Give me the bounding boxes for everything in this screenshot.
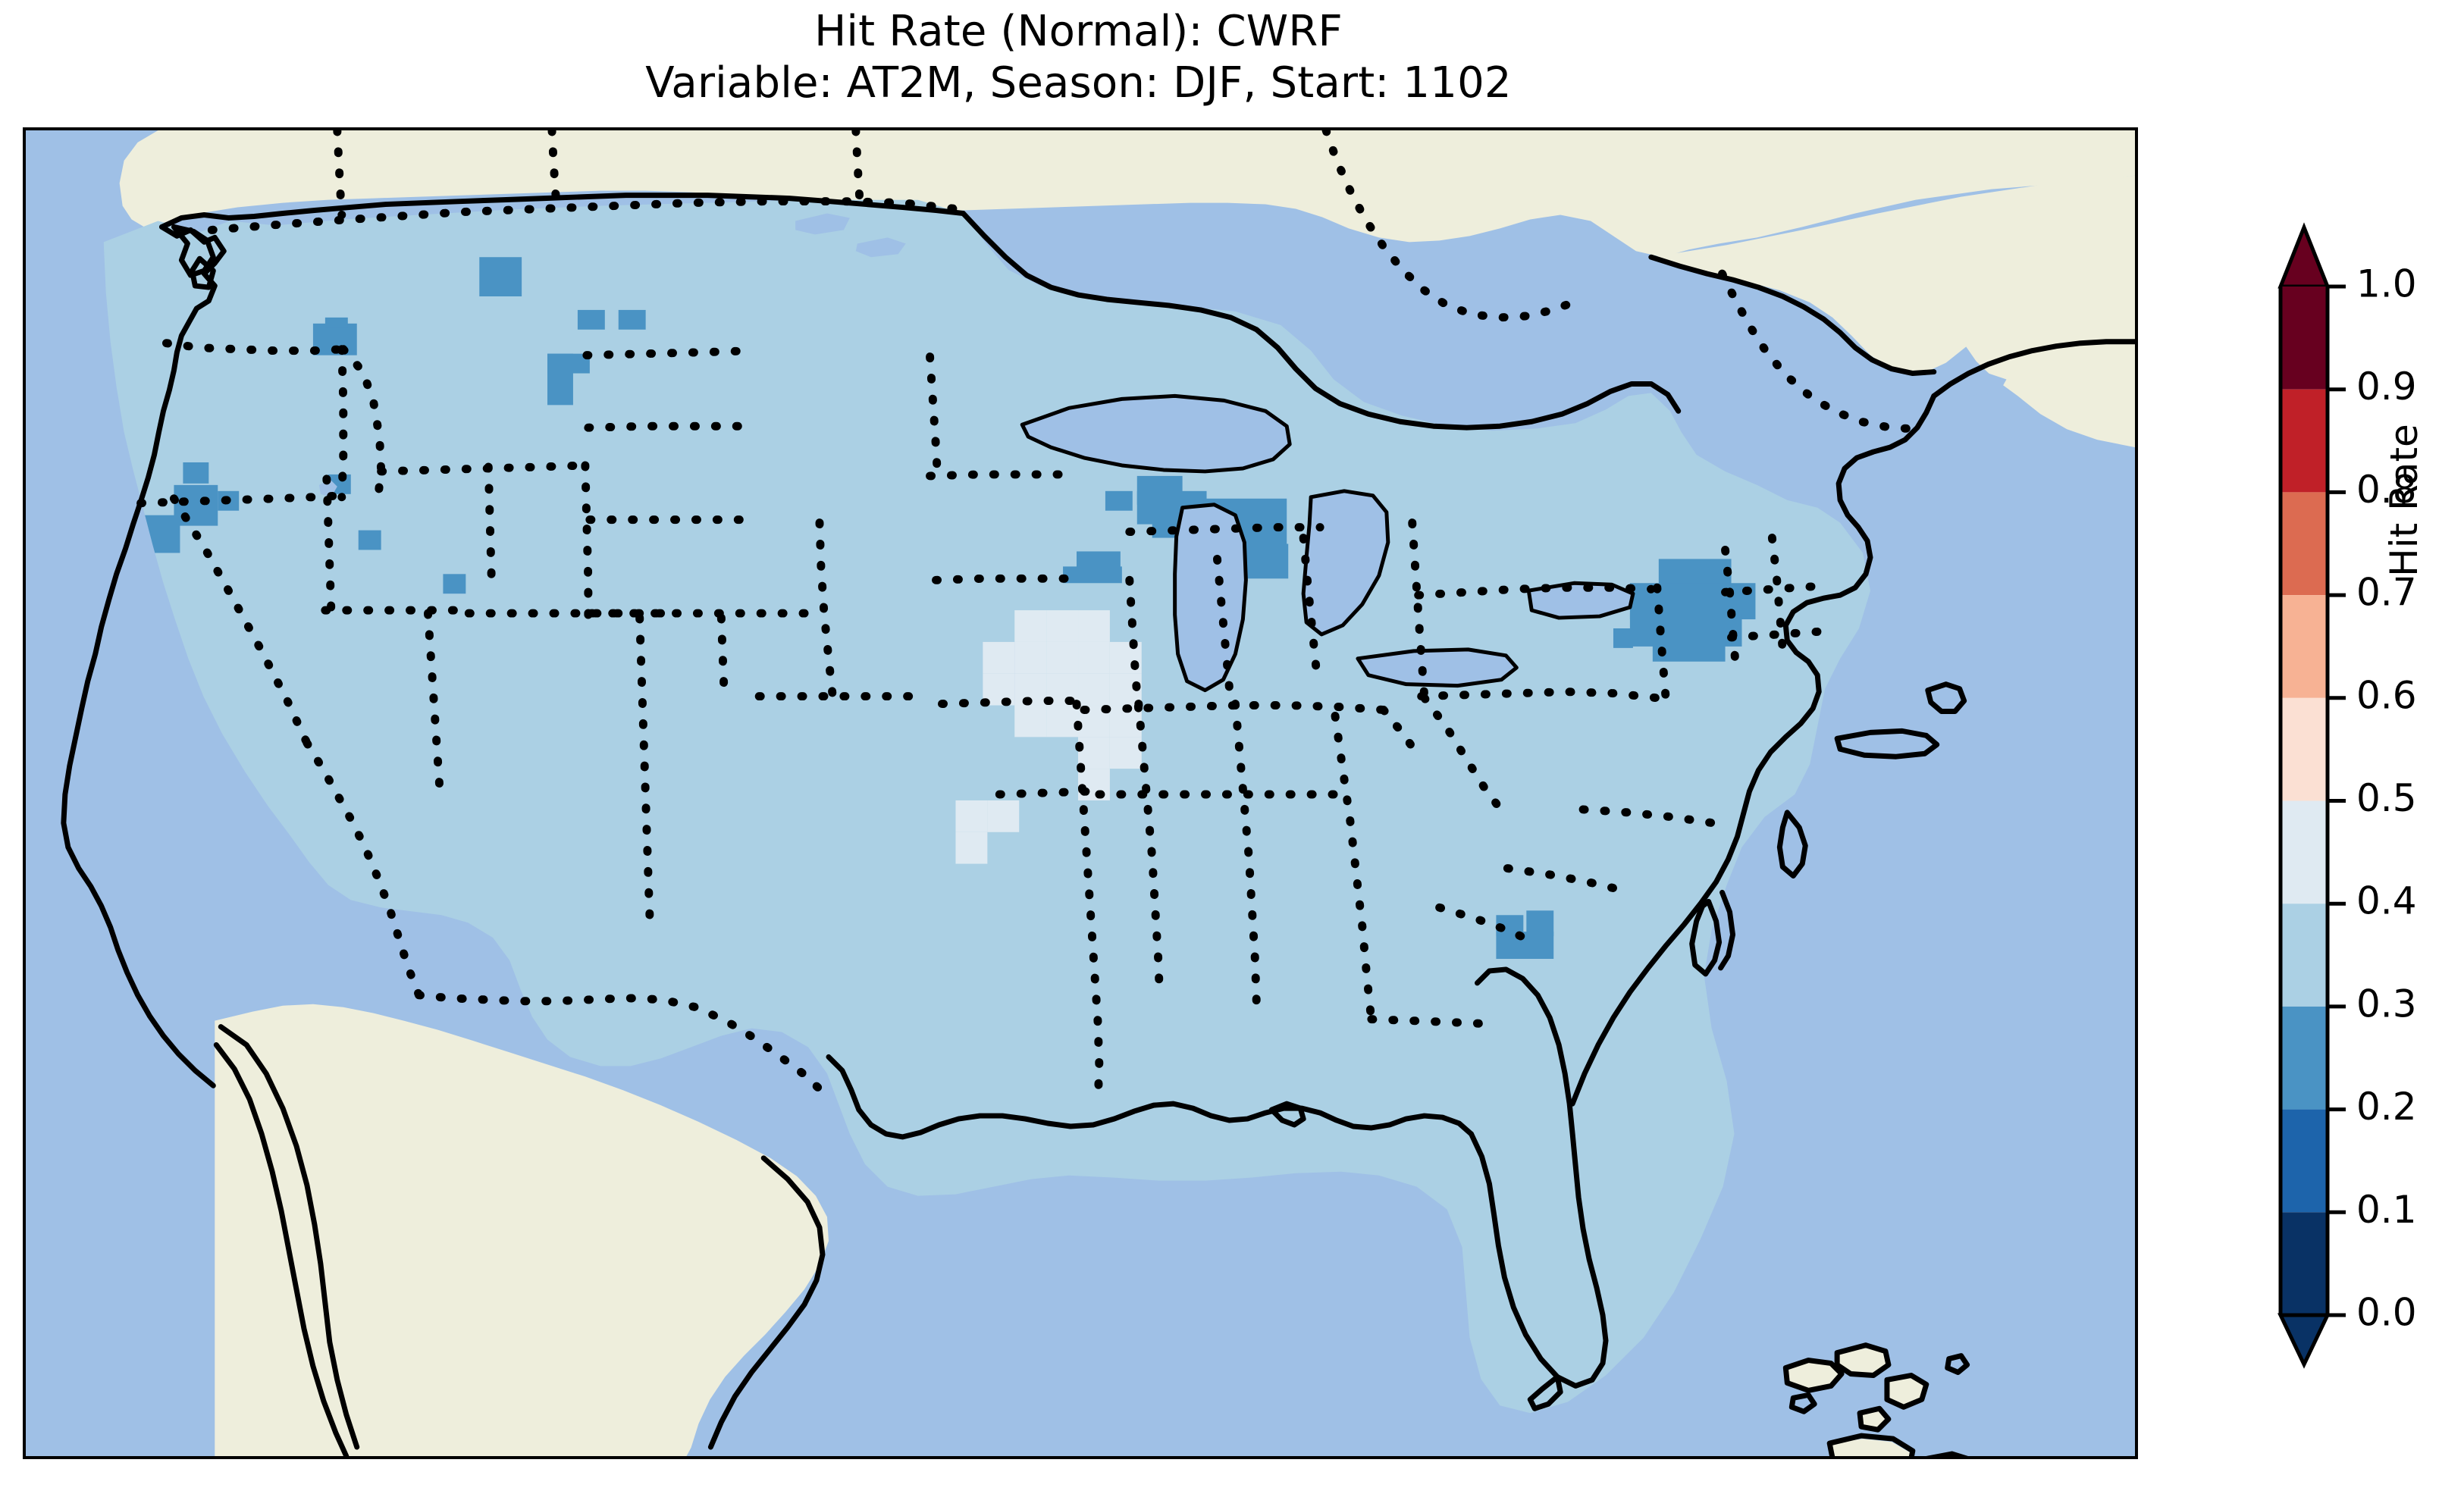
cb-label-0.9: 0.9 xyxy=(2356,365,2417,409)
map-canvas xyxy=(61,130,2135,1456)
colorbar-tick-labels: 1.0 0.9 0.8 0.7 0.6 0.5 0.4 0.3 0.2 0.1 … xyxy=(2356,262,2417,1335)
map-plot-area xyxy=(23,127,2138,1459)
colorbar-axis-label: Hit Rate xyxy=(2382,424,2426,577)
colorbar[interactable]: 1.0 0.9 0.8 0.7 0.6 0.5 0.4 0.3 0.2 0.1 … xyxy=(2277,222,2417,1369)
cb-label-0.3: 0.3 xyxy=(2356,982,2417,1026)
cb-label-0.8: 0.8 xyxy=(2356,468,2417,512)
cb-label-1.0: 1.0 xyxy=(2356,262,2417,306)
title-line-2: Variable: AT2M, Season: DJF, Start: 1102 xyxy=(645,58,1512,108)
colorbar-svg: 1.0 0.9 0.8 0.7 0.6 0.5 0.4 0.3 0.2 0.1 … xyxy=(2277,222,2417,1369)
cb-label-0.1: 0.1 xyxy=(2356,1188,2417,1232)
cb-label-0.2: 0.2 xyxy=(2356,1085,2417,1129)
coastlines xyxy=(61,193,2135,1456)
cb-label-0.6: 0.6 xyxy=(2356,673,2417,717)
colorbar-bands xyxy=(2281,287,2328,1315)
cb-label-0.7: 0.7 xyxy=(2356,571,2417,615)
state-borders xyxy=(136,130,1923,1108)
colorbar-extend-min xyxy=(2277,1313,2331,1369)
colorbar-extend-max xyxy=(2277,222,2331,289)
figure-title: Hit Rate (Normal): CWRF Variable: AT2M, … xyxy=(0,6,2157,110)
band-0.4-0.5 xyxy=(955,610,1142,864)
map-layers xyxy=(61,130,2135,1456)
cb-label-0.4: 0.4 xyxy=(2356,879,2417,923)
title-line-1: Hit Rate (Normal): CWRF xyxy=(814,7,1343,56)
cb-label-0.5: 0.5 xyxy=(2356,776,2417,820)
colorbar-ticks xyxy=(2328,284,2346,1317)
cb-label-0.0: 0.0 xyxy=(2356,1291,2417,1335)
